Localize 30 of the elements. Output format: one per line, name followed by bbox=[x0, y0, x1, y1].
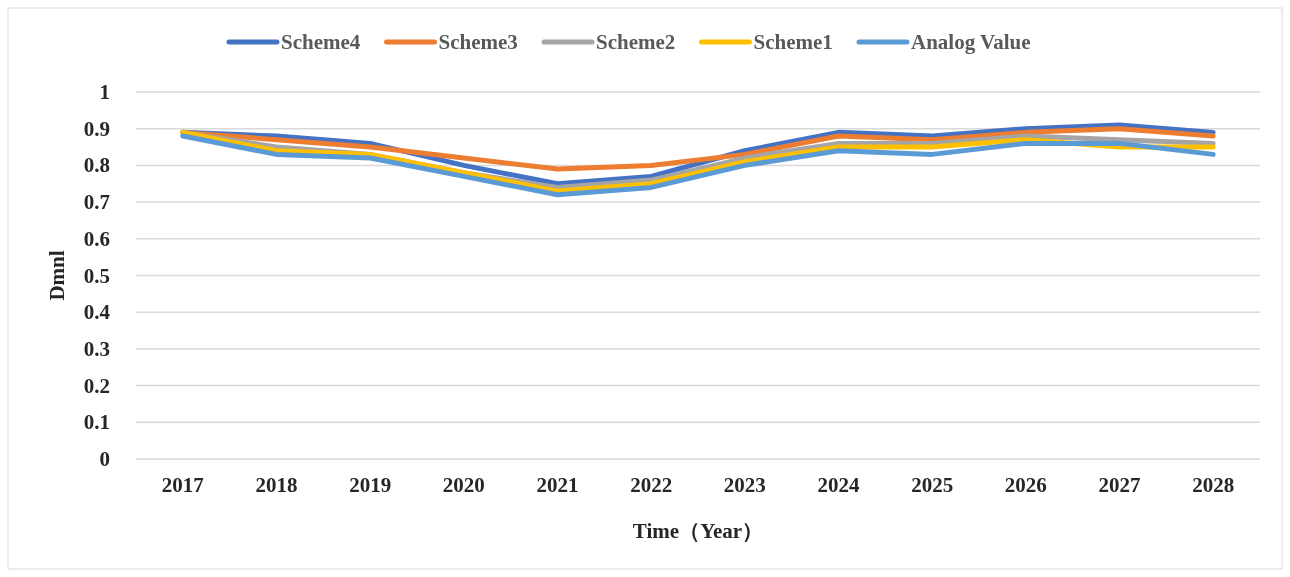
legend-label: Scheme1 bbox=[753, 30, 833, 54]
x-tick-label: 2022 bbox=[630, 473, 673, 497]
x-tick-label: 2021 bbox=[536, 473, 579, 497]
y-tick-label: 0.9 bbox=[83, 116, 110, 141]
x-tick-label: 2028 bbox=[1192, 473, 1235, 497]
x-tick-label: 2020 bbox=[442, 473, 485, 497]
y-tick-label: 0.7 bbox=[83, 190, 110, 215]
y-tick-label: 0 bbox=[99, 447, 110, 471]
x-tick-label: 2024 bbox=[817, 473, 860, 497]
legend-label: Analog Value bbox=[911, 30, 1031, 54]
x-tick-label: 2025 bbox=[911, 473, 954, 497]
y-tick-label: 1 bbox=[99, 80, 110, 104]
legend-label: Scheme4 bbox=[281, 30, 361, 54]
x-tick-label: 2023 bbox=[723, 473, 766, 497]
y-tick-label: 0.6 bbox=[83, 226, 110, 251]
y-tick-label: 0.1 bbox=[83, 410, 110, 435]
y-tick-label: 0.8 bbox=[83, 153, 110, 178]
x-tick-label: 2019 bbox=[349, 473, 392, 497]
legend-label: Scheme3 bbox=[438, 30, 518, 54]
y-tick-label: 0.4 bbox=[83, 300, 111, 325]
x-axis-title: Time（Year） bbox=[632, 519, 764, 543]
y-tick-label: 0.2 bbox=[83, 373, 110, 398]
x-tick-label: 2026 bbox=[1004, 473, 1047, 497]
x-tick-label: 2017 bbox=[161, 473, 204, 497]
y-tick-label: 0.3 bbox=[83, 336, 110, 361]
y-axis-title: Dmnl bbox=[45, 250, 69, 301]
y-tick-label: 0.5 bbox=[83, 263, 110, 288]
x-tick-label: 2027 bbox=[1098, 473, 1141, 497]
legend-label: Scheme2 bbox=[596, 30, 676, 54]
x-tick-label: 2018 bbox=[255, 473, 298, 497]
